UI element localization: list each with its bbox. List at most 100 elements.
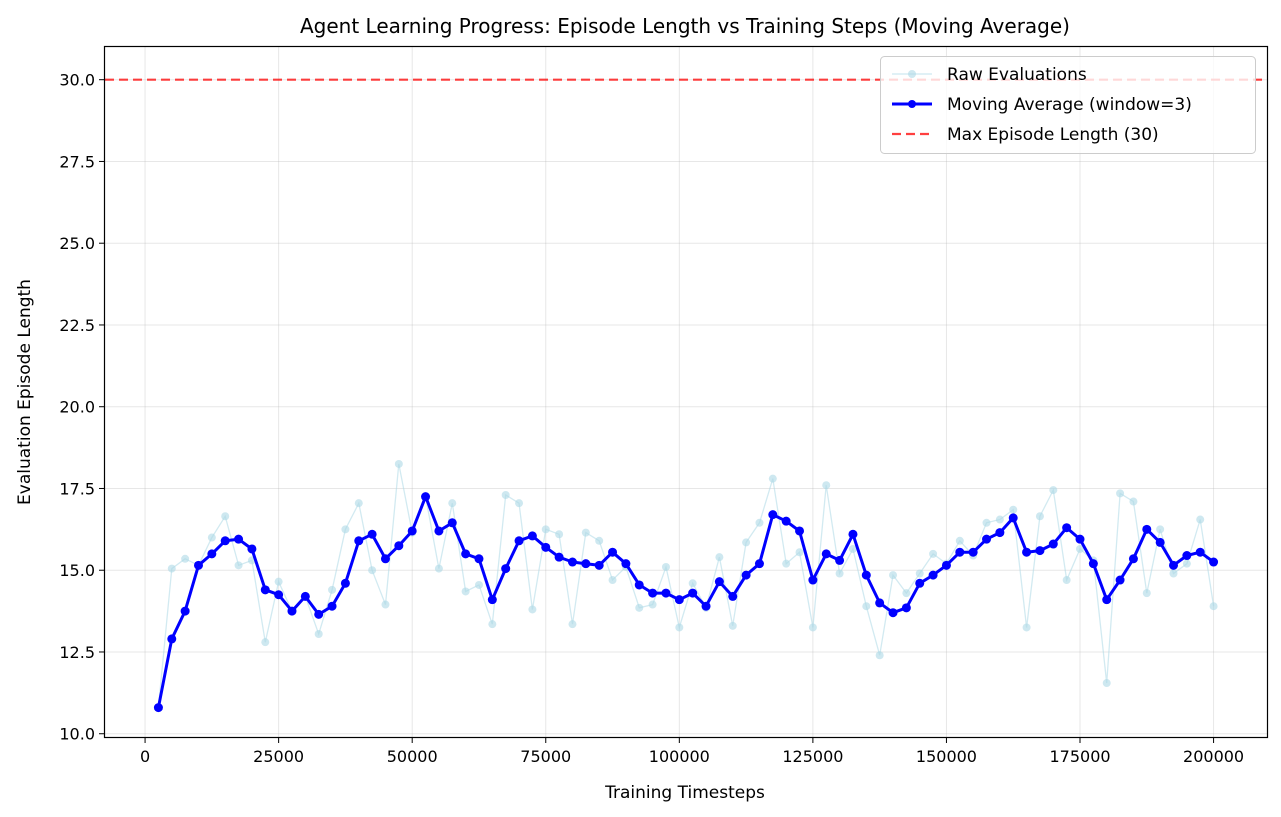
raw-evaluation-point bbox=[661, 562, 670, 571]
raw-evaluation-point bbox=[221, 512, 230, 521]
moving-average-point bbox=[661, 588, 671, 598]
legend-max-length-label: Max Episode Length (30) bbox=[947, 125, 1159, 145]
raw-evaluation-point bbox=[515, 499, 524, 508]
moving-average-point bbox=[781, 516, 791, 526]
raw-evaluations-line bbox=[157, 463, 1215, 708]
x-axis-ticks: 0 25000 50000 75000 100000 125000 150000 175000… bbox=[140, 737, 1244, 766]
moving-average-point bbox=[648, 588, 658, 598]
raw-evaluation-point bbox=[1196, 515, 1205, 524]
raw-evaluation-point bbox=[1035, 512, 1044, 521]
raw-evaluation-point bbox=[167, 564, 176, 573]
moving-average-point bbox=[1035, 546, 1045, 556]
moving-average-point bbox=[1048, 539, 1058, 549]
raw-evaluation-point bbox=[207, 533, 216, 542]
raw-evaluation-point bbox=[889, 571, 898, 580]
y-tick-label: 15.0 bbox=[59, 561, 95, 580]
moving-average-point bbox=[153, 703, 163, 713]
raw-evaluation-point bbox=[902, 589, 911, 598]
raw-evaluation-point bbox=[474, 580, 483, 589]
raw-evaluation-point bbox=[261, 638, 270, 647]
moving-average-point bbox=[1115, 575, 1125, 585]
moving-average-point bbox=[380, 554, 390, 564]
raw-evaluation-point bbox=[1062, 576, 1071, 585]
raw-evaluation-point bbox=[1116, 489, 1125, 498]
legend-box bbox=[880, 56, 1256, 154]
moving-average-point bbox=[861, 570, 871, 580]
legend-raw-label: Raw Evaluations bbox=[947, 65, 1087, 85]
moving-average-point bbox=[581, 559, 591, 569]
moving-average-point bbox=[421, 492, 431, 502]
moving-average-line bbox=[156, 495, 1215, 708]
moving-average-point bbox=[1155, 537, 1165, 547]
legend-moving-average-label: Moving Average (window=3) bbox=[947, 95, 1192, 115]
raw-evaluation-point bbox=[715, 553, 724, 562]
raw-evaluation-point bbox=[822, 481, 831, 490]
x-axis-label: Training Timesteps bbox=[604, 783, 765, 803]
moving-average-point bbox=[982, 534, 992, 544]
moving-average-point bbox=[447, 518, 457, 528]
raw-evaluation-point bbox=[915, 569, 924, 578]
moving-average-point bbox=[340, 578, 350, 588]
raw-evaluation-point bbox=[929, 549, 938, 558]
raw-evaluation-point bbox=[541, 525, 550, 534]
moving-average-point bbox=[567, 557, 577, 567]
raw-evaluation-point bbox=[648, 600, 657, 609]
moving-average-point bbox=[1088, 559, 1098, 569]
plot-area-frame bbox=[103, 45, 1269, 739]
raw-evaluation-point bbox=[635, 603, 644, 612]
y-axis-ticks: 10.0 12.5 15.0 17.5 20.0 22.5 25.0 27.5 30.0 bbox=[59, 71, 105, 744]
moving-average-point bbox=[1169, 560, 1179, 570]
raw-evaluation-point bbox=[1129, 497, 1138, 506]
raw-evaluation-point bbox=[568, 620, 577, 629]
moving-average-point bbox=[795, 526, 805, 536]
x-tick-label: 75000 bbox=[520, 747, 571, 766]
raw-evaluation-point bbox=[608, 576, 617, 585]
x-tick-label: 200000 bbox=[1183, 747, 1244, 766]
raw-evaluation-point bbox=[1009, 505, 1018, 514]
moving-average-point bbox=[714, 577, 724, 587]
y-tick-label: 25.0 bbox=[59, 234, 95, 253]
moving-average-point bbox=[541, 542, 551, 552]
y-tick-label: 27.5 bbox=[59, 152, 95, 171]
raw-evaluation-point bbox=[688, 579, 697, 588]
raw-evaluation-point bbox=[995, 515, 1004, 524]
moving-average-point bbox=[594, 560, 604, 570]
x-tick-label: 150000 bbox=[916, 747, 977, 766]
raw-evaluation-point bbox=[1182, 559, 1191, 568]
moving-average-point bbox=[821, 549, 831, 559]
legend: Raw Evaluations Moving Average (window=3… bbox=[880, 56, 1256, 154]
raw-evaluation-point bbox=[341, 525, 350, 534]
raw-evaluation-point bbox=[795, 548, 804, 557]
raw-evaluations-series bbox=[154, 459, 1218, 712]
moving-average-point bbox=[1182, 551, 1192, 561]
raw-evaluation-point bbox=[234, 561, 243, 570]
moving-average-point bbox=[300, 591, 310, 601]
y-tick-label: 17.5 bbox=[59, 479, 95, 498]
moving-average-point bbox=[461, 549, 471, 559]
raw-evaluation-point bbox=[742, 538, 751, 547]
moving-average-point bbox=[207, 549, 217, 559]
x-tick-label: 50000 bbox=[387, 747, 438, 766]
moving-average-point bbox=[527, 531, 537, 541]
moving-average-point bbox=[728, 591, 738, 601]
moving-average-point bbox=[193, 560, 203, 570]
moving-average-point bbox=[501, 564, 511, 574]
moving-average-point bbox=[234, 534, 244, 544]
raw-evaluation-point bbox=[768, 474, 777, 483]
moving-average-point bbox=[768, 510, 778, 520]
moving-average-point bbox=[741, 570, 751, 580]
moving-average-point bbox=[327, 601, 337, 611]
moving-average-point bbox=[955, 547, 965, 557]
moving-average-point bbox=[1075, 534, 1085, 544]
raw-evaluation-point bbox=[555, 530, 564, 539]
raw-evaluation-point bbox=[955, 536, 964, 545]
raw-evaluation-point bbox=[875, 651, 884, 660]
moving-average-point bbox=[968, 547, 978, 557]
chart-title: Agent Learning Progress: Episode Length … bbox=[300, 14, 1070, 38]
moving-average-point bbox=[1062, 523, 1072, 533]
moving-average-point bbox=[1209, 557, 1219, 567]
moving-average-point bbox=[1128, 554, 1138, 564]
raw-evaluation-point bbox=[461, 587, 470, 596]
moving-average-point bbox=[688, 588, 698, 598]
raw-evaluation-point bbox=[848, 544, 857, 553]
